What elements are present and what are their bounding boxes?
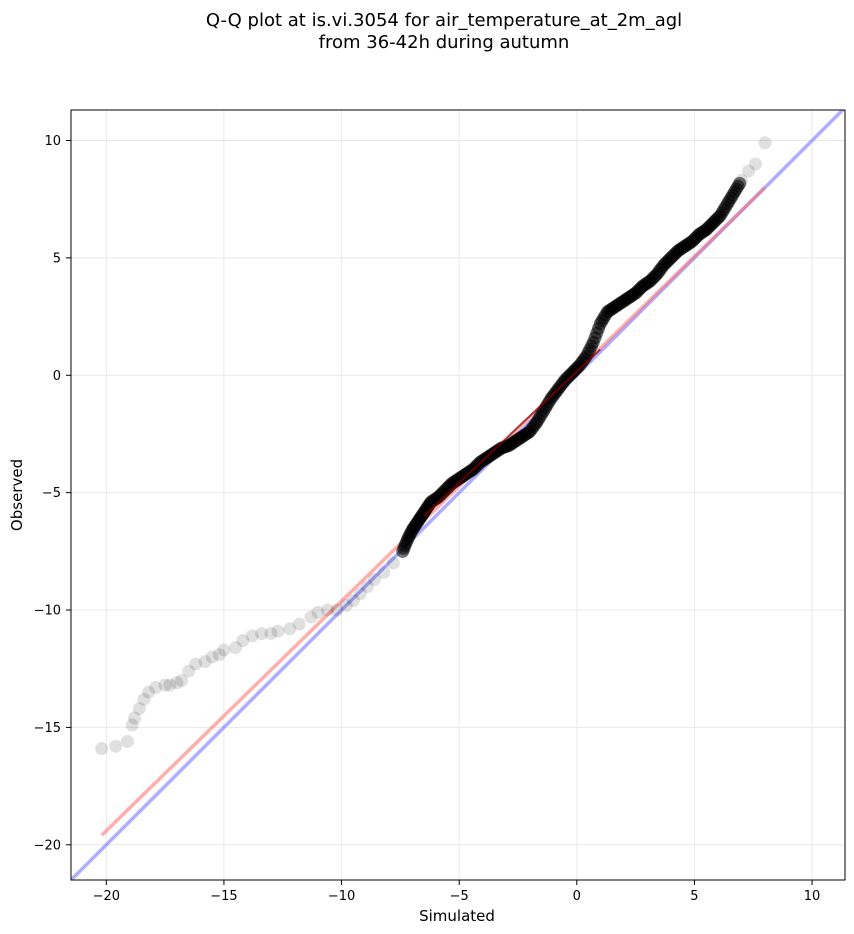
data-point — [346, 594, 360, 608]
data-point — [189, 657, 203, 671]
data-point — [142, 685, 156, 699]
chart-title-line-1: Q-Q plot at is.vi.3054 for air_temperatu… — [206, 10, 682, 31]
data-point — [120, 734, 134, 748]
data-point — [264, 627, 278, 641]
y-tick-label: 0 — [53, 369, 61, 384]
data-point — [292, 617, 306, 631]
y-tick-label: −20 — [34, 838, 61, 853]
y-tick-label: −10 — [34, 604, 61, 619]
data-point — [149, 681, 163, 694]
y-tick-label: 5 — [53, 251, 61, 266]
data-point — [320, 603, 334, 617]
data-point — [236, 634, 250, 648]
y-axis-label: Observed — [8, 459, 26, 531]
data-point — [742, 164, 756, 178]
data-point — [749, 157, 763, 171]
data-point — [311, 605, 325, 619]
data-point — [95, 742, 109, 756]
x-tick-label: 10 — [804, 889, 821, 904]
x-tick-label: −15 — [210, 889, 237, 904]
data-points — [95, 136, 772, 756]
y-tick-label: −15 — [34, 721, 61, 736]
data-point — [175, 673, 189, 687]
data-point — [386, 556, 400, 570]
data-point — [733, 176, 747, 190]
data-point — [353, 587, 367, 601]
data-point — [158, 678, 172, 692]
reference-lines — [71, 110, 845, 880]
data-point — [758, 136, 772, 150]
central-quantile-segment — [423, 348, 602, 517]
data-point — [212, 648, 226, 662]
data-point — [245, 629, 259, 643]
data-point — [205, 650, 219, 664]
data-point — [304, 610, 318, 624]
y-axis-ticks: −20 −15 −10 −5 0 5 10 — [34, 134, 71, 853]
x-axis-label: Simulated — [419, 907, 495, 925]
data-point — [330, 603, 344, 617]
data-point — [125, 718, 139, 732]
data-point — [229, 641, 243, 655]
data-point — [132, 702, 146, 716]
x-tick-label: 0 — [573, 889, 581, 904]
data-point — [109, 739, 123, 753]
data-point — [283, 622, 297, 636]
data-point — [271, 624, 285, 638]
fit-line — [100, 186, 767, 837]
data-point — [170, 676, 184, 690]
y-tick-label: −5 — [42, 486, 61, 501]
data-point — [163, 678, 177, 692]
data-point — [128, 711, 142, 725]
data-point — [198, 655, 212, 669]
x-tick-label: −5 — [450, 889, 469, 904]
y-tick-label: 10 — [44, 134, 61, 149]
x-tick-label: 5 — [690, 889, 698, 904]
x-tick-label: −20 — [93, 889, 120, 904]
x-tick-label: −10 — [328, 889, 355, 904]
data-point — [137, 692, 151, 706]
data-point — [377, 565, 391, 579]
data-point — [255, 627, 269, 641]
data-point — [360, 580, 374, 594]
data-point — [182, 664, 196, 678]
data-point — [217, 643, 231, 657]
chart-title-line-2: from 36-42h during autumn — [319, 32, 570, 53]
data-point — [367, 573, 381, 587]
plot-frame — [70, 109, 846, 881]
x-axis-ticks: −20 −15 −10 −5 0 5 10 — [93, 880, 821, 904]
data-point — [339, 598, 353, 612]
data-point — [734, 173, 748, 187]
